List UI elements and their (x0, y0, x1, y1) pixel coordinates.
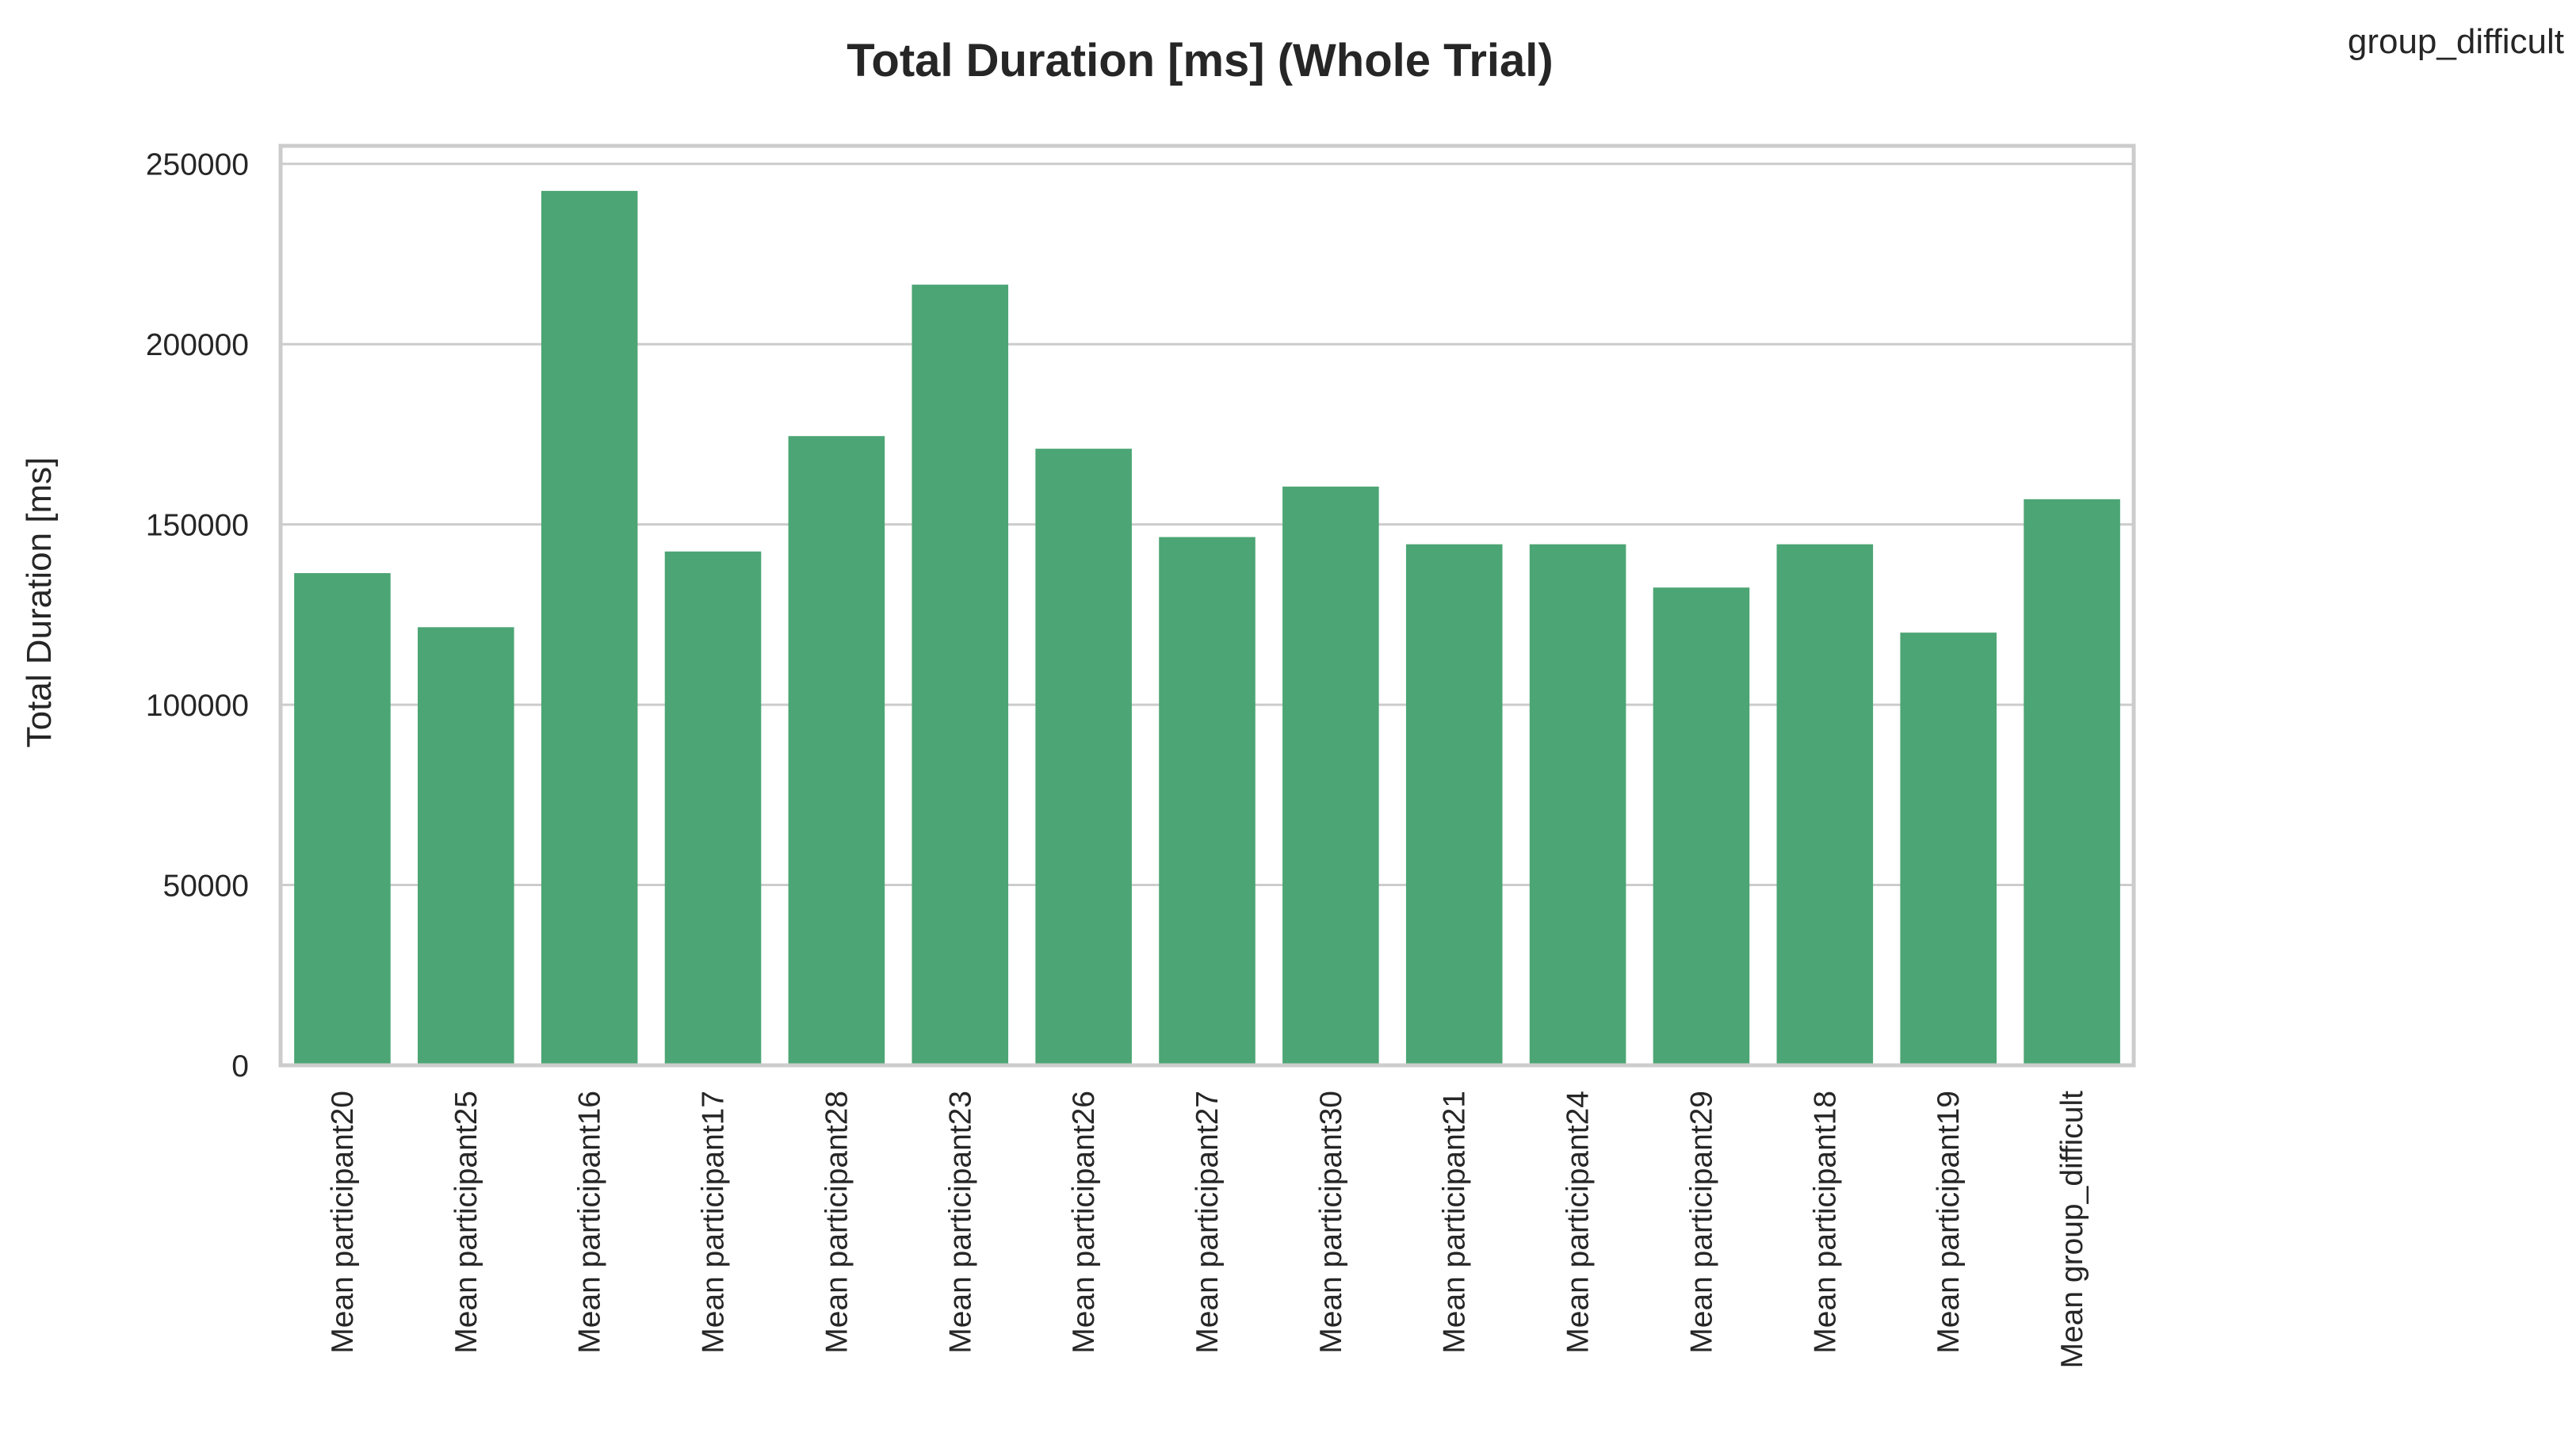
bar (1900, 633, 1997, 1065)
x-tick-label: Mean participant18 (1808, 1091, 1842, 1354)
x-tick-label: Mean participant21 (1438, 1091, 1472, 1354)
x-tick-label: Mean participant19 (1932, 1091, 1966, 1354)
x-tick-labels: Mean participant20 Mean participant25 Mean… (326, 1091, 2089, 1369)
bar (541, 190, 638, 1065)
bar (1653, 587, 1750, 1065)
x-tick-label: Mean group_difficult (2055, 1091, 2089, 1369)
y-tick-label: 50000 (163, 870, 249, 904)
y-tick-labels: 0 50000 100000 150000 200000 250000 (146, 148, 249, 1084)
x-tick-label: Mean participant23 (943, 1091, 977, 1354)
bar (2024, 499, 2120, 1065)
x-tick-label: Mean participant16 (573, 1091, 607, 1354)
bar (788, 436, 885, 1065)
x-tick-label: Mean participant28 (820, 1091, 854, 1354)
chart-title: Total Duration [ms] (Whole Trial) (847, 35, 1553, 86)
x-tick-label: Mean participant29 (1684, 1091, 1718, 1354)
y-tick-label: 0 (231, 1049, 249, 1084)
bar (664, 551, 762, 1065)
x-tick-label: Mean participant27 (1191, 1091, 1225, 1354)
bar (1529, 544, 1626, 1065)
x-tick-label: Mean participant26 (1067, 1091, 1101, 1354)
y-tick-label: 100000 (146, 689, 249, 723)
bar (294, 573, 391, 1065)
bar (912, 285, 1009, 1065)
x-tick-label: Mean participant30 (1314, 1091, 1348, 1354)
bars (294, 190, 2120, 1065)
bar (418, 627, 514, 1065)
bar (1776, 544, 1874, 1065)
plot-frame (278, 143, 2136, 1068)
y-axis-label: Total Duration [ms] (20, 457, 59, 748)
group-label: group_difficult (2348, 22, 2564, 61)
bar (1035, 449, 1132, 1065)
x-tick-label: Mean participant24 (1561, 1091, 1596, 1354)
y-tick-label: 150000 (146, 509, 249, 543)
x-tick-label: Mean participant25 (449, 1091, 483, 1354)
bar (1282, 486, 1379, 1065)
x-tick-label: Mean participant20 (326, 1091, 360, 1354)
y-tick-label: 200000 (146, 328, 249, 362)
x-tick-label: Mean participant17 (697, 1091, 731, 1354)
y-tick-label: 250000 (146, 148, 249, 182)
bar (1159, 537, 1256, 1065)
bar (1405, 544, 1503, 1065)
